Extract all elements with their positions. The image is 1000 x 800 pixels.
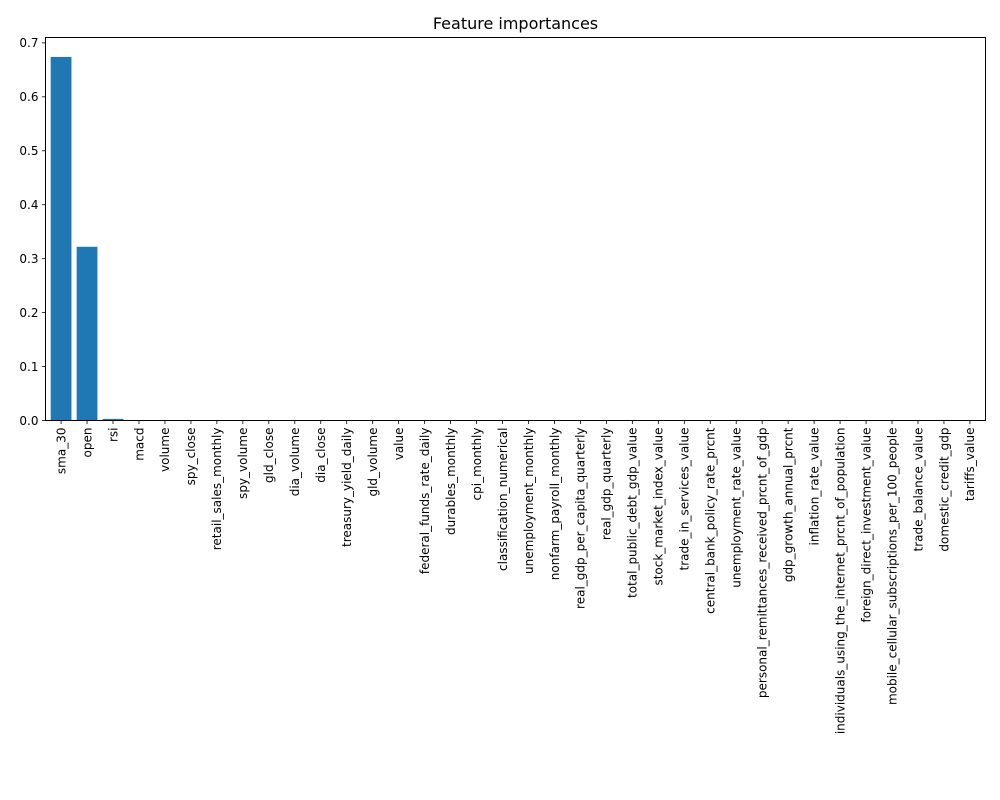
x-tick-label-real_gdp_quarterly: real_gdp_quarterly [600, 428, 614, 541]
x-tick-label-total_public_debt_gdp_value: total_public_debt_gdp_value [626, 428, 640, 599]
x-tick-label-inflation_rate_value: inflation_rate_value [807, 428, 821, 546]
x-tick-label-gdp_growth_annual_prcnt: gdp_growth_annual_prcnt [781, 427, 795, 582]
y-axis: 0.0 0.1 0.2 0.3 0.4 0.5 0.6 0.7 [19, 36, 46, 428]
y-tick-label: 0.0 [19, 414, 38, 428]
x-tick-label-domestic_credit_gdp: domestic_credit_gdp [937, 428, 951, 552]
x-tick-label-unemployment_rate_value: unemployment_rate_value [730, 428, 744, 588]
y-tick-label: 0.3 [19, 252, 38, 266]
bar-rsi [102, 418, 124, 421]
x-tick-label-foreign_direct_investment_value: foreign_direct_investment_value [859, 428, 873, 623]
y-tick-label: 0.4 [19, 198, 38, 212]
x-tick-label-individuals_using_the_internet_prcnt_of_population: individuals_using_the_internet_prcnt_of_… [833, 428, 847, 735]
x-tick-label-spy_volume: spy_volume [236, 428, 250, 499]
y-tick-label: 0.1 [19, 360, 38, 374]
x-tick-label-volume: volume [158, 428, 172, 472]
bars-group [50, 56, 384, 421]
x-tick-label-unemployment_monthly: unemployment_monthly [522, 428, 536, 574]
x-tick-label-classification_numerical: classification_numerical [496, 428, 510, 571]
x-tick-label-stock_market_index_value: stock_market_index_value [652, 428, 666, 586]
x-tick-label-nonfarm_payroll_monthly: nonfarm_payroll_monthly [548, 428, 562, 581]
y-tick-label: 0.5 [19, 144, 38, 158]
x-tick-label-gld_volume: gld_volume [366, 428, 380, 497]
y-tick-label: 0.7 [19, 36, 38, 50]
y-tick-label: 0.2 [19, 306, 38, 320]
x-tick-label-dia_close: dia_close [314, 428, 328, 483]
x-tick-label-retail_sales_monthly: retail_sales_monthly [210, 428, 224, 551]
x-tick-label-macd: macd [132, 428, 146, 461]
x-tick-label-trade_balance_value: trade_balance_value [911, 428, 925, 552]
x-tick-label-spy_close: spy_close [184, 428, 198, 486]
bar-open [76, 246, 98, 421]
x-tick-label-trade_in_services_value: trade_in_services_value [678, 428, 692, 571]
plot-frame [45, 37, 986, 421]
bar-sma_30 [50, 56, 72, 421]
x-tick-label-cpi_monthly: cpi_monthly [470, 428, 484, 501]
x-tick-label-treasury_yield_daily: treasury_yield_daily [340, 428, 354, 548]
x-tick-label-gld_close: gld_close [262, 428, 276, 483]
x-tick-label-central_bank_policy_rate_prcnt: central_bank_policy_rate_prcnt [704, 427, 718, 614]
x-tick-label-tariffs_value: tariffs_value [963, 428, 977, 502]
x-tick-label-personal_remittances_received_prcnt_of_gdp: personal_remittances_received_prcnt_of_g… [755, 428, 769, 699]
x-axis: sma_30 open rsi macd volume spy_close retail_s… [54, 420, 977, 735]
x-tick-label-value: value [392, 428, 406, 461]
x-tick-label-durables_monthly: durables_monthly [444, 428, 458, 535]
x-tick-label-open: open [80, 428, 94, 458]
chart-title: Feature importances [433, 14, 598, 33]
y-tick-label: 0.6 [19, 90, 38, 104]
x-tick-label-rsi: rsi [106, 428, 120, 443]
x-tick-label-sma_30: sma_30 [54, 428, 68, 475]
x-tick-label-dia_volume: dia_volume [288, 428, 302, 497]
x-tick-label-mobile_cellular_subscriptions_per_100_people: mobile_cellular_subscriptions_per_100_pe… [885, 428, 899, 706]
x-tick-label-real_gdp_per_capita_quarterly: real_gdp_per_capita_quarterly [574, 428, 588, 609]
x-tick-label-federal_funds_rate_daily: federal_funds_rate_daily [418, 428, 432, 575]
